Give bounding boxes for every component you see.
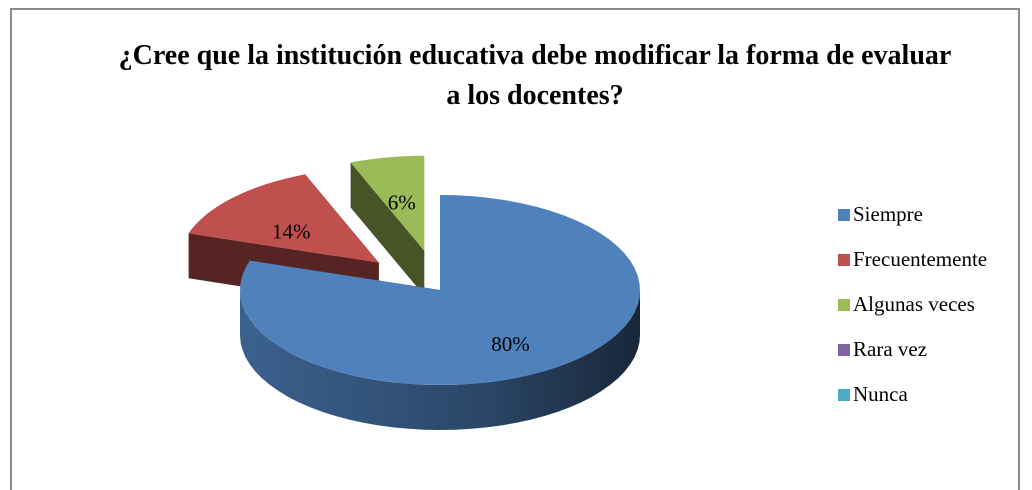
- data-label: 14%: [272, 219, 311, 243]
- slice-side: [240, 290, 640, 430]
- legend-label: Frecuentemente: [853, 247, 987, 271]
- legend-label: Rara vez: [853, 337, 927, 361]
- slice-top: [350, 155, 425, 251]
- pie-slice: [240, 195, 640, 430]
- legend-label: Siempre: [853, 202, 923, 226]
- pie-slice: [350, 155, 425, 296]
- legend-label: Nunca: [853, 382, 908, 406]
- slice-wall: [350, 162, 425, 296]
- legend-swatch: [838, 209, 850, 221]
- legend-swatch: [838, 344, 850, 356]
- legend-swatch: [838, 299, 850, 311]
- legend-label: Algunas veces: [853, 292, 975, 316]
- chart-frame: [10, 8, 1020, 490]
- slice-top: [188, 174, 379, 263]
- legend-swatch: [838, 254, 850, 266]
- data-label: 6%: [388, 191, 416, 215]
- data-label: 80%: [491, 332, 530, 356]
- legend-swatch: [838, 389, 850, 401]
- chart-title: ¿Cree que la institución educativa debe …: [118, 40, 952, 111]
- slice-top: [240, 195, 640, 385]
